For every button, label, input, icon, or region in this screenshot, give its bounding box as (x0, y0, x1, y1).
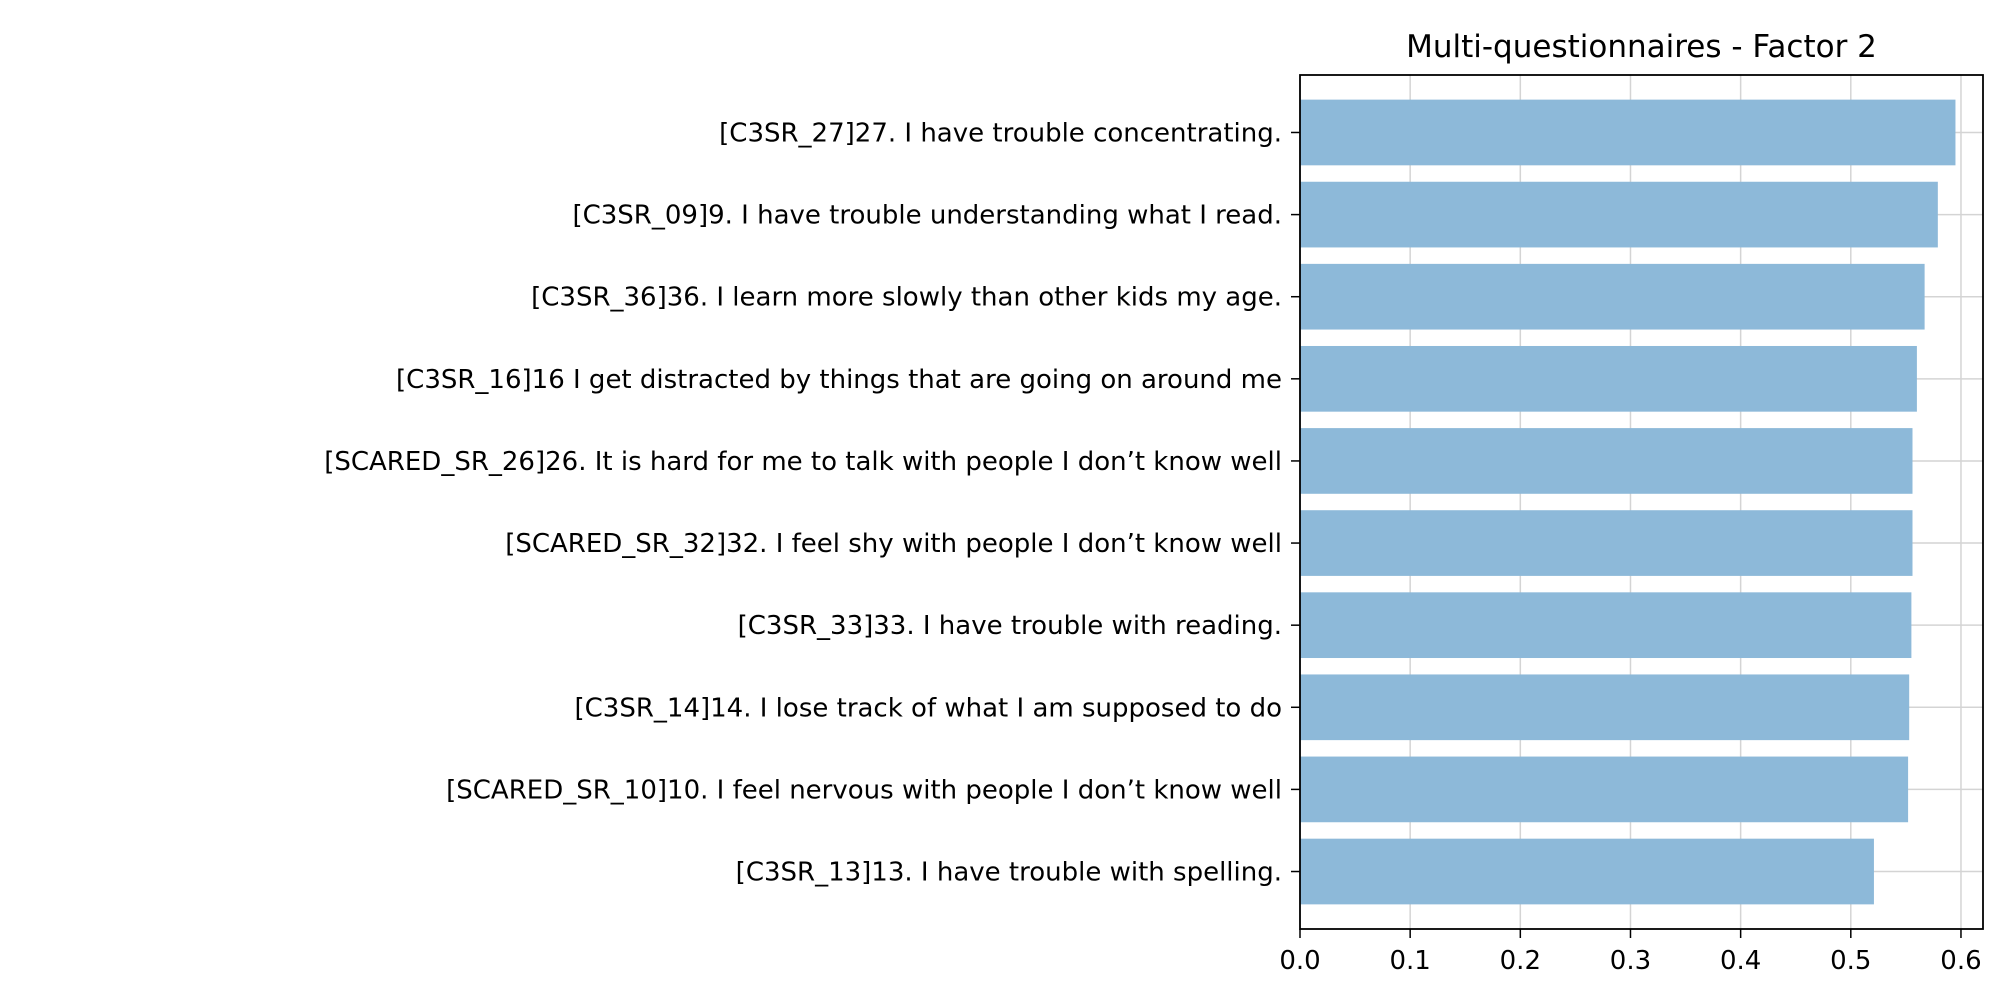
bar (1300, 99, 1956, 166)
bar (1300, 510, 1913, 576)
bar (1300, 428, 1913, 494)
x-tick-label: 0.2 (1500, 946, 1541, 976)
bar (1300, 838, 1874, 905)
x-tick-label: 0.6 (1940, 946, 1981, 976)
y-tick-label: [SCARED_SR_26]26. It is hard for me to t… (324, 447, 1282, 477)
plot-frame (1299, 74, 1984, 930)
axes-layer (1291, 74, 1984, 938)
y-tick-label: [C3SR_13]13. I have trouble with spellin… (736, 858, 1282, 888)
x-tick-label: 0.4 (1720, 946, 1761, 976)
y-tick-label: [C3SR_27]27. I have trouble concentratin… (719, 118, 1282, 148)
bar (1300, 674, 1910, 741)
bar (1300, 263, 1925, 330)
y-tick-label: [C3SR_36]36. I learn more slowly than ot… (531, 283, 1282, 313)
x-tick-label: 0.0 (1279, 946, 1320, 976)
x-tick-label: 0.5 (1830, 946, 1871, 976)
y-tick-label: [C3SR_14]14. I lose track of what I am s… (575, 693, 1283, 723)
x-tick-label: 0.1 (1389, 946, 1430, 976)
y-tick-label: [C3SR_09]9. I have trouble understanding… (572, 201, 1282, 231)
bar (1300, 345, 1917, 412)
bar (1300, 592, 1912, 659)
x-tick-label: 0.3 (1610, 946, 1651, 976)
bar (1300, 756, 1909, 823)
y-tick-label: [SCARED_SR_32]32. I feel shy with people… (505, 529, 1282, 559)
chart-title: Multi-questionnaires - Factor 2 (1406, 29, 1877, 65)
y-tick-label: [C3SR_33]33. I have trouble with reading… (738, 611, 1282, 641)
bar (1300, 181, 1938, 248)
labels-layer: 0.0 0.1 0.2 0.3 0.4 0.5 0.6 [C3SR_27]27. I have… (324, 118, 1981, 976)
y-tick-label: [SCARED_SR_10]10. I feel nervous with pe… (446, 775, 1282, 805)
bars-layer (1300, 99, 1956, 905)
y-tick-label: [C3SR_16]16 I get distracted by things t… (396, 365, 1282, 395)
